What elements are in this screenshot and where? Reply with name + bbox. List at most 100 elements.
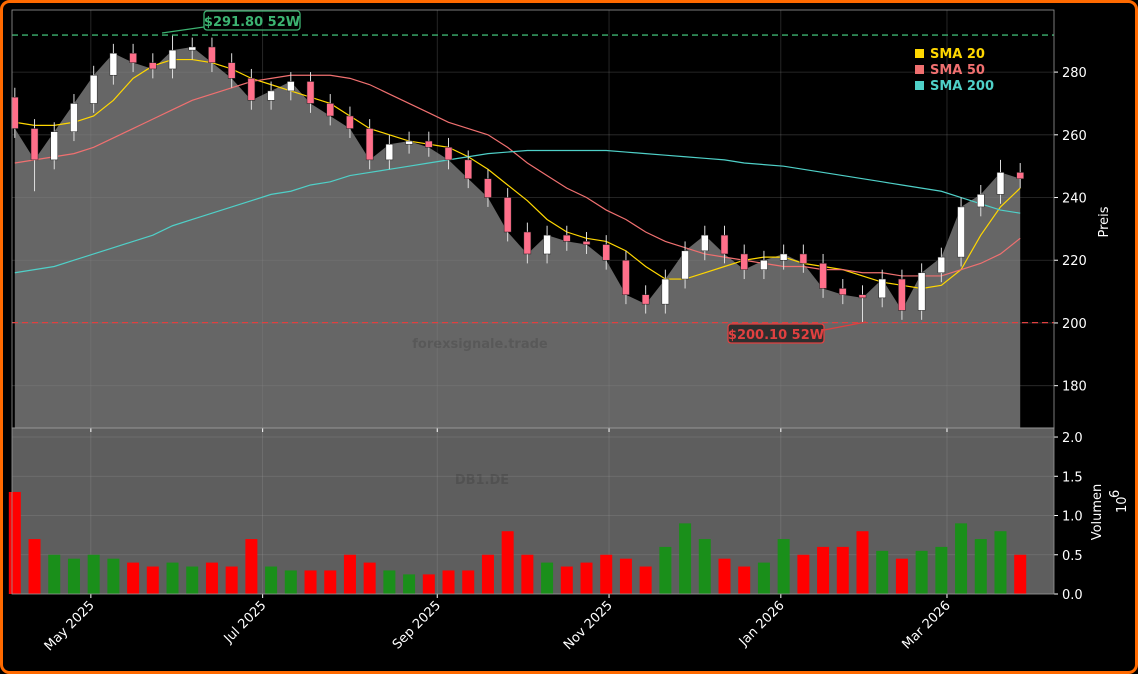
symbol-watermark: DB1.DE — [455, 473, 509, 488]
candle-body — [839, 288, 847, 295]
candle-body — [819, 263, 827, 289]
annotation-box — [727, 323, 825, 344]
candle-body — [247, 78, 256, 101]
annotation-label: $200.10 52W — [728, 328, 824, 343]
volume-bar — [205, 562, 218, 594]
watermark: forexsignale.trade — [412, 337, 548, 352]
candle-body — [405, 140, 413, 145]
volume-bar — [1014, 554, 1027, 594]
volume-bar — [698, 539, 711, 594]
volume-tick-label: 2.0 — [1062, 431, 1083, 446]
volume-bar — [580, 562, 593, 594]
volume-bar — [146, 566, 159, 594]
candle-body — [168, 49, 177, 70]
volume-bar — [186, 566, 199, 594]
volume-bar — [777, 539, 790, 594]
y-tick-label: 220 — [1062, 254, 1087, 269]
candle-body — [11, 96, 19, 129]
volume-bar — [974, 539, 987, 594]
volume-bar — [403, 574, 416, 594]
volume-tick-label: 0.0 — [1062, 588, 1083, 603]
volume-tick-label: 1.5 — [1062, 470, 1083, 485]
volume-bar — [87, 554, 100, 594]
legend-swatch — [915, 49, 924, 58]
candle-body — [602, 244, 610, 261]
candle-body — [996, 172, 1005, 195]
candle-body — [740, 253, 748, 270]
candle-body — [858, 294, 867, 299]
legend-label: SMA 200 — [930, 79, 994, 94]
volume-bar — [67, 558, 80, 594]
candle-body — [89, 74, 98, 104]
candle-body — [503, 197, 512, 233]
volume-bar — [265, 566, 278, 594]
candle-body — [917, 272, 926, 311]
scale-exponent: 6 — [1108, 490, 1123, 498]
volume-bar — [245, 539, 258, 594]
volume-bar — [521, 554, 534, 594]
candle-body — [779, 253, 788, 261]
y-tick-label: 280 — [1062, 66, 1087, 81]
candle-body — [878, 278, 886, 299]
volume-bar — [107, 558, 120, 594]
legend-label: SMA 20 — [930, 47, 985, 62]
volume-bar — [718, 558, 731, 594]
sma-line — [14, 58, 1021, 290]
y-tick-label: 260 — [1062, 129, 1087, 144]
annotation-arrow — [161, 26, 205, 34]
candle-body — [385, 143, 394, 161]
candle-body — [799, 253, 808, 264]
candle-body — [70, 103, 78, 132]
volume-bar — [619, 558, 632, 594]
candle-body — [464, 159, 472, 179]
volume-tick-label: 0.5 — [1062, 549, 1083, 564]
volume-bar — [600, 554, 613, 594]
candle-body — [365, 128, 374, 161]
y-tick-label: 180 — [1062, 380, 1087, 395]
candle-body — [563, 234, 571, 242]
volume-bar — [757, 562, 770, 594]
candle-body — [661, 278, 670, 305]
candle-body — [287, 81, 295, 92]
volume-bar — [994, 531, 1007, 594]
candle-body — [306, 81, 315, 104]
volume-bar — [383, 570, 396, 594]
candle-body — [149, 62, 157, 70]
candle-body — [484, 178, 492, 198]
volume-bar — [225, 566, 238, 594]
scale-base: 10 — [1115, 496, 1130, 513]
candle-body — [50, 131, 58, 161]
candle-body — [957, 206, 965, 258]
volume-bar — [895, 558, 908, 594]
volume-bar — [856, 531, 869, 594]
candle-body — [641, 294, 650, 305]
volume-bar — [8, 491, 21, 594]
candle-body — [30, 128, 39, 161]
candle-body — [937, 256, 946, 274]
volume-bar — [915, 550, 928, 594]
volume-bar — [935, 546, 948, 594]
candle-body — [720, 234, 729, 255]
legend-label: SMA 50 — [930, 63, 985, 78]
candle-body — [523, 231, 532, 255]
volume-bar — [442, 570, 455, 594]
volume-bar — [343, 554, 356, 594]
volume-bar — [738, 566, 751, 594]
candle-body — [977, 194, 985, 208]
sma-line — [14, 74, 1021, 277]
volume-bar — [501, 531, 514, 594]
annotation-arrow — [823, 321, 867, 331]
volume-bar — [48, 554, 61, 594]
legend-swatch — [915, 81, 924, 90]
candle-body — [188, 46, 196, 51]
volume-bar — [363, 562, 376, 594]
y-tick-label: 240 — [1062, 192, 1087, 207]
candle-body — [109, 53, 118, 76]
candle-body — [425, 140, 433, 148]
legend-swatch — [915, 65, 924, 74]
volume-bar — [166, 562, 179, 594]
volume-bar — [127, 562, 140, 594]
candle-body — [582, 241, 591, 245]
